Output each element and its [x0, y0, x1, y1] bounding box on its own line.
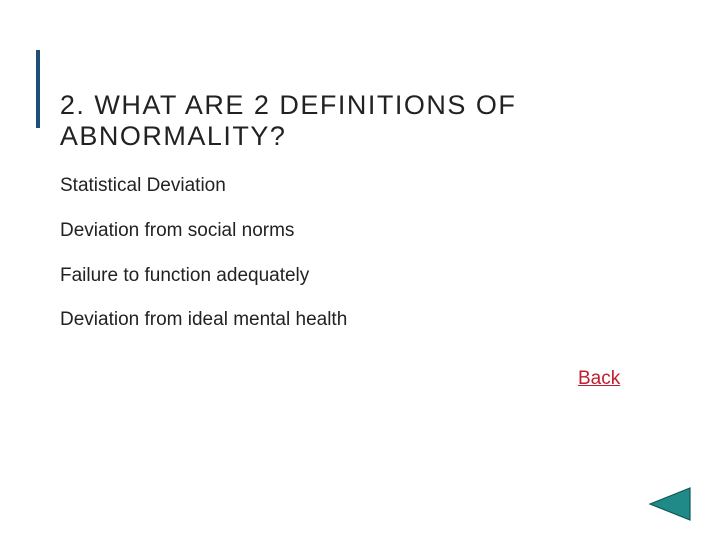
- list-item: Deviation from social norms: [60, 220, 347, 243]
- heading-wrap: 2. WHAT ARE 2 DEFINITIONS OF ABNORMALITY…: [36, 58, 720, 152]
- slide-container: 2. WHAT ARE 2 DEFINITIONS OF ABNORMALITY…: [0, 0, 720, 540]
- triangle-left-icon: [648, 486, 692, 522]
- list-item: Deviation from ideal mental health: [60, 309, 347, 332]
- body-list: Statistical Deviation Deviation from soc…: [60, 175, 347, 354]
- heading-accent-bar: [36, 50, 40, 128]
- slide-heading: 2. WHAT ARE 2 DEFINITIONS OF ABNORMALITY…: [60, 58, 720, 152]
- list-item: Failure to function adequately: [60, 265, 347, 288]
- nav-back-button[interactable]: [648, 486, 692, 522]
- list-item: Statistical Deviation: [60, 175, 347, 198]
- back-link[interactable]: Back: [578, 368, 620, 390]
